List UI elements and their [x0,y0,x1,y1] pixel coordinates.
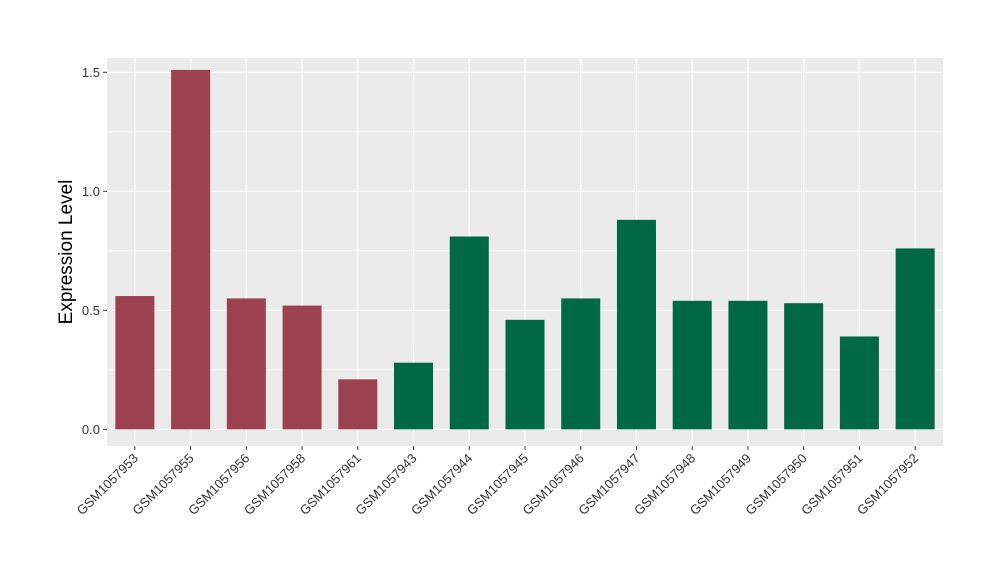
bar [672,300,712,430]
bar [616,219,656,430]
bar [171,69,211,430]
y-axis-title: Expression Level [56,180,77,325]
bar [394,362,434,430]
y-axis-ticks: 0.0 0.5 1.0 1.5 [82,65,107,437]
bar [561,298,601,430]
bar [449,236,489,430]
bar [505,319,545,430]
x-axis-ticks: GSM1057953GSM1057955GSM1057956GSM1057958… [74,446,921,518]
bar [728,300,768,430]
bar [282,305,322,430]
bar [226,298,266,430]
bar [115,296,155,430]
bar [895,248,935,430]
bar [338,379,378,430]
y-tick-label: 1.5 [82,65,100,80]
bars [115,69,935,430]
bar [784,303,824,430]
bar [839,336,879,430]
y-tick-label: 1.0 [82,184,100,199]
y-tick-label: 0.5 [82,303,100,318]
y-tick-label: 0.0 [82,422,100,437]
